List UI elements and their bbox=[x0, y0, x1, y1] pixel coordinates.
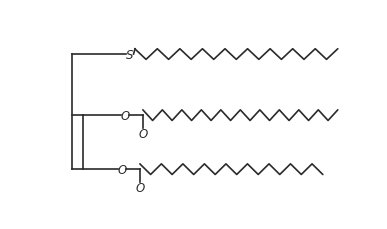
Text: O: O bbox=[138, 128, 147, 141]
Text: O: O bbox=[135, 181, 144, 194]
Text: O: O bbox=[120, 109, 130, 122]
Text: S: S bbox=[126, 48, 133, 61]
Text: O: O bbox=[117, 163, 127, 176]
